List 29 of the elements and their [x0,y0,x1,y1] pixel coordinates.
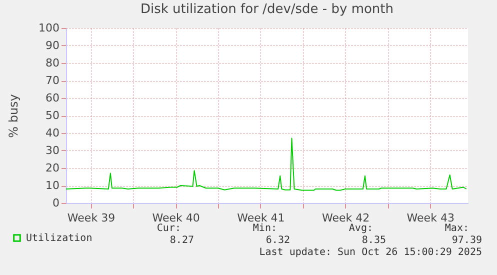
y-tick-label: 90 [46,39,60,52]
y-tick-label: 30 [46,144,60,157]
text: 8.35 [362,235,386,246]
text: Avg: [348,223,373,234]
x-tick-label: Week 43 [406,212,454,224]
y-tick-label: 10 [46,179,60,192]
legend-label: Utilization [26,233,92,244]
y-tick-label: 0 [52,196,60,210]
text: 97.39 [452,235,482,246]
text: Last update: Sun Oct 26 15:00:29 2025 [259,247,482,258]
x-tick-label: Week 41 [237,212,285,224]
x-tick-label: Week 39 [67,212,116,224]
y-tick-label: 70 [46,74,60,87]
x-tick-label: Week 42 [322,212,370,224]
text: 8.27 [170,235,194,246]
y-tick-label: 80 [46,56,60,70]
x-tick-label: Week 40 [152,212,200,224]
line-series [66,138,467,191]
y-tick-label: 100 [38,22,60,34]
y-tick-label: 20 [46,162,60,174]
text: Max: [444,223,469,234]
text: Min: [252,223,277,234]
text: 6.32 [266,235,290,246]
y-tick-label: 60 [46,92,60,104]
text: Cur: [156,223,181,234]
y-axis-title: % busy [6,94,21,138]
chart-title: Disk utilization for /dev/sde - by month [140,2,394,17]
y-tick-label: 50 [46,109,60,122]
y-tick-label: 40 [46,126,60,140]
